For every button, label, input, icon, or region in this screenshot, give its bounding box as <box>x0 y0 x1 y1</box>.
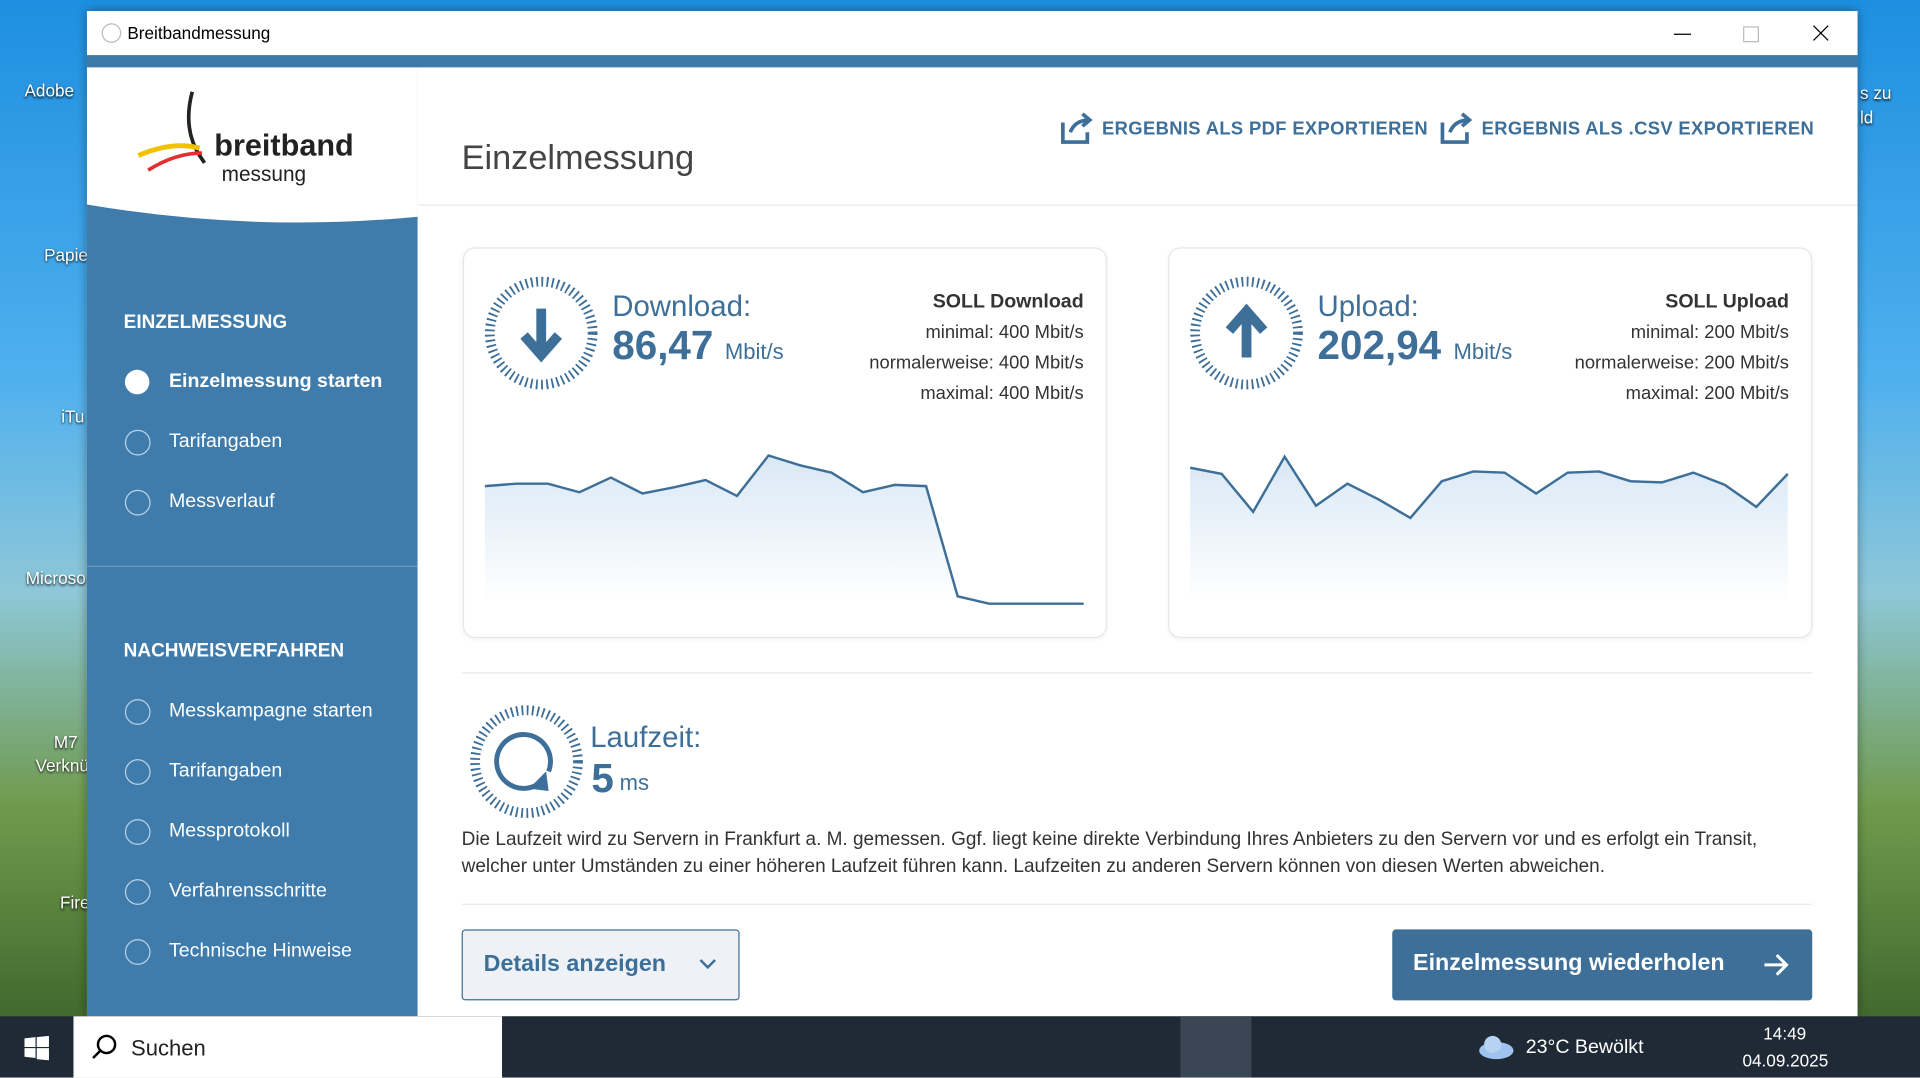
divider <box>461 672 1813 674</box>
logo-text: messung <box>221 162 307 187</box>
logo-area <box>86 67 418 223</box>
desktop-icon-label: Adobe <box>24 80 75 101</box>
desktop-icon-label: iTu <box>61 406 85 427</box>
nav-item[interactable]: Messprotokoll <box>168 820 290 842</box>
soll-title: SOLL Download <box>932 291 1084 313</box>
desktop-text: ld <box>1860 107 1874 128</box>
download-label: Download: <box>612 290 752 324</box>
latency-label: Laufzeit: <box>590 721 702 755</box>
latency-value: 5 <box>591 755 614 801</box>
button-label: Einzelmessung wiederholen <box>1413 950 1725 976</box>
weather[interactable]: 23°C Bewölkt <box>1525 1037 1644 1058</box>
latency-note: Die Laufzeit wird zu Servern in Frankfur… <box>461 828 1758 877</box>
window-title: Breitbandmessung <box>127 23 271 43</box>
window-controls[interactable] <box>1667 21 1838 48</box>
title-bar: Breitbandmessung <box>86 11 1858 56</box>
clock-time[interactable]: 14:49 <box>1763 1023 1807 1044</box>
app-icon <box>101 23 122 43</box>
chevron <box>699 959 716 970</box>
search-box[interactable]: Suchen <box>73 1016 503 1078</box>
desktop-icon-label: Fire <box>60 892 90 913</box>
upload-unit: Mbit/s <box>1453 339 1513 364</box>
soll-line: normalerweise: 200 Mbit/s <box>1574 352 1789 374</box>
accent-strip <box>86 55 1858 68</box>
nav-icon <box>124 429 151 456</box>
maximize[interactable] <box>1743 26 1759 43</box>
clock-date[interactable]: 04.09.2025 <box>1742 1050 1829 1071</box>
export-csv[interactable]: ERGEBNIS ALS .CSV EXPORTIEREN <box>1481 118 1815 140</box>
sidebar: breitband messung EINZELMESSUNG Einzelmes… <box>86 67 418 1017</box>
latency-unit: ms <box>619 770 649 795</box>
nav-item[interactable]: Verfahrensschritte <box>168 880 327 902</box>
nav-icon <box>124 939 151 965</box>
nav-icon <box>124 489 151 516</box>
close[interactable] <box>1813 25 1829 41</box>
soll-line: maximal: 400 Mbit/s <box>920 383 1084 405</box>
logo-text: breitband <box>214 128 354 163</box>
page-title: Einzelmessung <box>461 138 695 177</box>
repeat-button[interactable]: Einzelmessung wiederholen <box>1392 929 1813 1001</box>
desktop-icon-label: Verknü <box>35 755 89 776</box>
button-label: Details anzeigen <box>483 951 666 978</box>
export-pdf[interactable]: ERGEBNIS ALS PDF EXPORTIEREN <box>1102 118 1429 140</box>
nav-icon <box>124 369 150 395</box>
divider <box>417 204 1858 206</box>
start-button[interactable] <box>24 1035 49 1061</box>
nav-item[interactable]: Tarifangaben <box>168 431 283 452</box>
upload-value: 202,94 <box>1317 322 1442 368</box>
taskbar: Suchen 23°C Bewölkt 14:49 04.09.2025 <box>0 1016 1920 1078</box>
desktop-icon-label: Papie <box>44 244 88 265</box>
download-unit: Mbit/s <box>724 339 784 364</box>
nav-item[interactable]: Messverlauf <box>168 491 275 512</box>
nav-item[interactable]: Technische Hinweise <box>168 940 352 962</box>
soll-line: normalerweise: 400 Mbit/s <box>869 352 1084 374</box>
active-app[interactable] <box>1180 1016 1252 1078</box>
desktop-text: s zu <box>1860 83 1892 103</box>
divider <box>461 903 1813 905</box>
nav-item[interactable]: Einzelmessung starten <box>168 371 383 392</box>
nav-heading: EINZELMESSUNG <box>123 312 288 334</box>
nav-icon <box>124 879 151 905</box>
soll-line: minimal: 400 Mbit/s <box>925 322 1084 343</box>
nav-heading: NACHWEISVERFAHREN <box>123 640 345 662</box>
app-window: Breitbandmessung breitband messung EINZE… <box>86 11 1858 1017</box>
soll-line: maximal: 200 Mbit/s <box>1625 383 1789 405</box>
nav-icon <box>124 759 151 785</box>
soll-line: minimal: 200 Mbit/s <box>1630 322 1789 343</box>
search-icon <box>92 1034 117 1059</box>
download-value: 86,47 <box>612 322 714 368</box>
divider <box>86 565 418 567</box>
desktop-icon-label: M7 <box>53 732 78 752</box>
desktop-icon-label: Microso <box>25 568 86 588</box>
weather-icon <box>1479 1035 1514 1060</box>
arrow <box>1764 954 1789 976</box>
soll-title: SOLL Upload <box>1665 291 1789 313</box>
nav-icon <box>124 819 151 845</box>
nav-item[interactable]: Messkampagne starten <box>168 700 373 722</box>
details-button[interactable]: Details anzeigen <box>461 929 740 1001</box>
upload-label: Upload: <box>1317 290 1419 324</box>
nav-item[interactable]: Tarifangaben <box>168 760 283 782</box>
search-placeholder: Suchen <box>131 1035 206 1061</box>
nav-icon <box>124 699 151 725</box>
